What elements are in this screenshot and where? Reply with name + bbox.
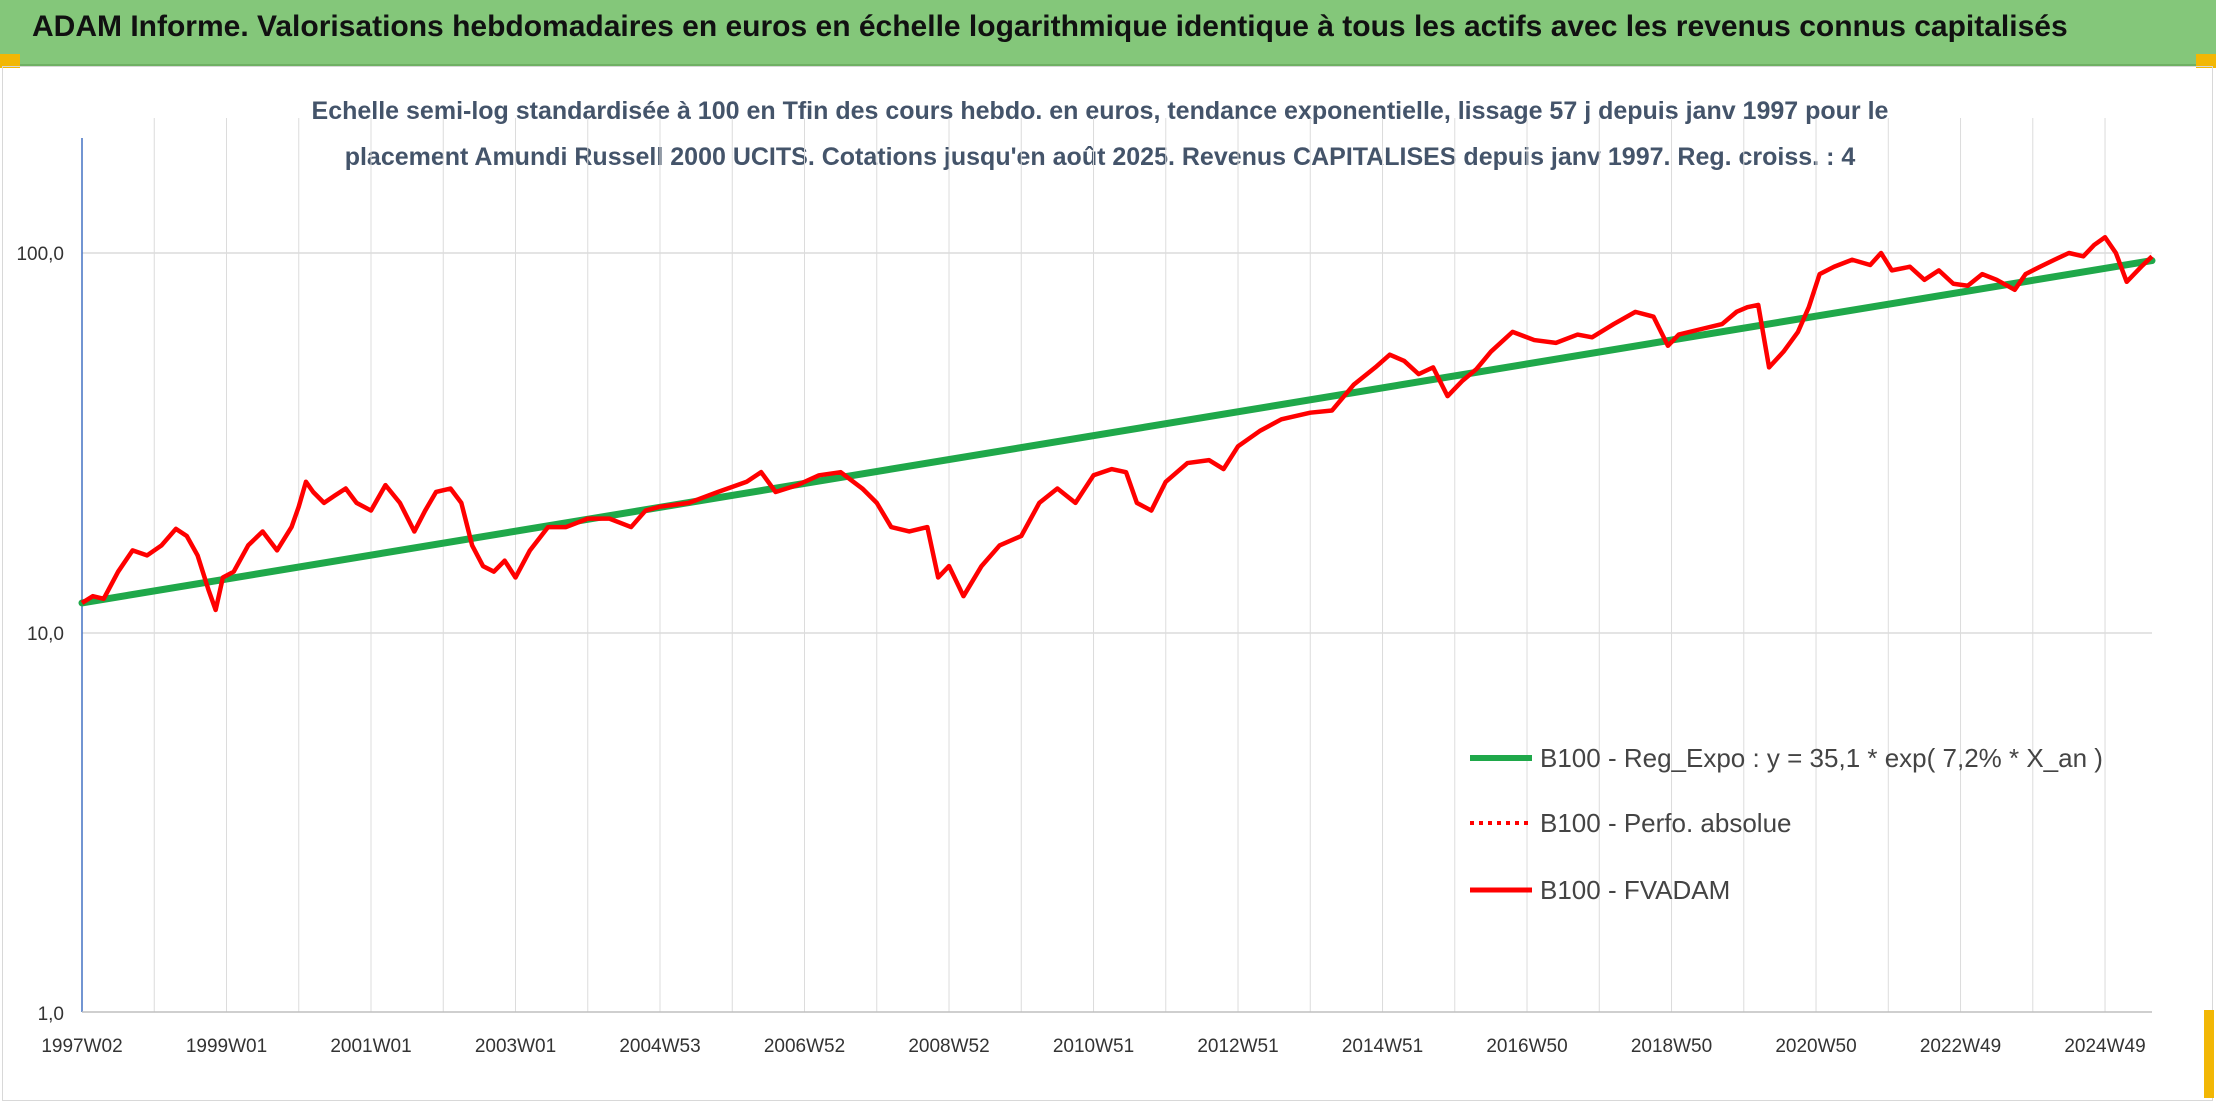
report-title: ADAM Informe. Valorisations hebdomadaire… — [32, 10, 2068, 43]
x-tick-label: 2001W01 — [330, 1036, 411, 1057]
report-banner: ADAM Informe. Valorisations hebdomadaire… — [0, 0, 2216, 66]
x-tick-label: 2020W50 — [1775, 1036, 1856, 1057]
x-tick-label: 1999W01 — [186, 1036, 267, 1057]
corner-marker-right — [2196, 54, 2216, 68]
x-tick-label: 2010W51 — [1053, 1036, 1134, 1057]
corner-marker-left — [0, 54, 20, 68]
series-line-regression — [78, 257, 2156, 607]
x-tick-label: 2008W52 — [908, 1036, 989, 1057]
y-tick-label: 10,0 — [27, 624, 64, 645]
x-tick-label: 2014W51 — [1342, 1036, 1423, 1057]
scroll-marker — [2204, 1010, 2214, 1098]
x-tick-label: 2016W50 — [1486, 1036, 1567, 1057]
y-tick-label: 1,0 — [38, 1004, 64, 1025]
legend-perfo-label: B100 - Perfo. absolue — [1540, 808, 1792, 838]
x-tick-label: 2004W53 — [619, 1036, 700, 1057]
legend-regression-label: B100 - Reg_Expo : y = 35,1 * exp( 7,2% *… — [1540, 743, 2103, 773]
x-tick-label: 2024W49 — [2064, 1036, 2145, 1057]
x-tick-label: 2003W01 — [475, 1036, 556, 1057]
x-tick-label: 2006W52 — [764, 1036, 845, 1057]
x-tick-label: 2022W49 — [1920, 1036, 2001, 1057]
y-tick-label: 100,0 — [16, 244, 64, 265]
chart-frame — [2, 66, 2213, 1101]
legend-fvadam-label: B100 - FVADAM — [1540, 875, 1730, 905]
chart-title-line-2: placement Amundi Russell 2000 UCITS. Cot… — [344, 143, 1856, 171]
chart-title-line-1: Echelle semi-log standardisée à 100 en T… — [311, 97, 1889, 125]
x-tick-label: 2012W51 — [1197, 1036, 1278, 1057]
x-tick-label: 1997W02 — [41, 1036, 122, 1057]
series-line-fvadam — [80, 235, 2154, 613]
x-tick-label: 2018W50 — [1631, 1036, 1712, 1057]
